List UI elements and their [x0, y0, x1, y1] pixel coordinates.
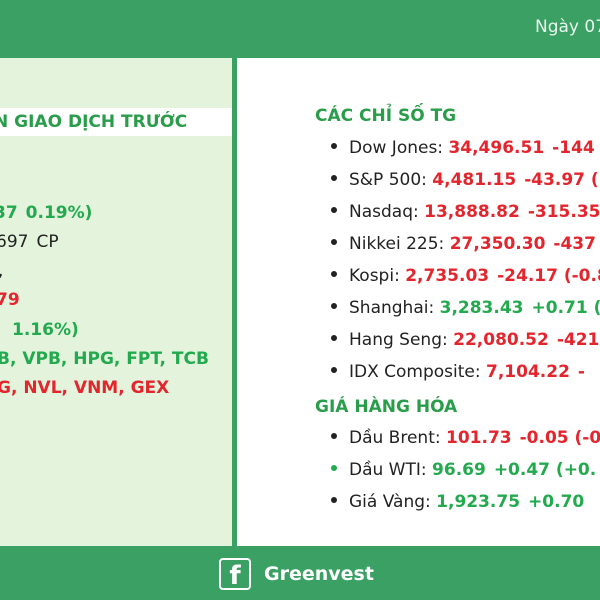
bullet-icon — [331, 465, 337, 471]
indices-item: Hang Seng: 22,080.52 -421 — [331, 330, 599, 350]
index-change-row: 370.19%) — [0, 203, 93, 223]
commodities-name: Dầu WTI: — [349, 460, 427, 480]
indices-change: -315.35 — [527, 202, 600, 222]
indices-value: 2,735.03 — [405, 266, 490, 286]
indices-change: -144 — [552, 138, 595, 158]
bullet-icon — [331, 497, 337, 503]
percent-row: 1.16%) — [12, 320, 79, 340]
world-indices-title: CÁC CHỈ SỐ TG — [315, 106, 457, 126]
date-label: Ngày 07 — [535, 17, 600, 37]
indices-item: Kospi: 2,735.03 -24.17 (-0.8 — [331, 266, 600, 286]
indices-name: IDX Composite: — [349, 362, 481, 382]
indices-value: 4,481.15 — [432, 170, 517, 190]
commodities-name: Giá Vàng: — [349, 492, 431, 512]
indices-name: Hang Seng: — [349, 330, 448, 350]
value-row: , — [0, 261, 3, 281]
bullet-icon — [331, 207, 337, 213]
bullet-icon — [331, 271, 337, 277]
volume-row: 697 CP — [0, 232, 59, 252]
commodities-name: Dầu Brent: — [349, 428, 441, 448]
bullet-icon — [331, 433, 337, 439]
indices-change: -43.97 ( — [524, 170, 599, 190]
commodities-change: +0.70 — [528, 492, 585, 512]
indices-value: 27,350.30 — [449, 234, 546, 254]
indices-name: Shanghai: — [349, 298, 435, 318]
indices-item: Nasdaq: 13,888.82 -315.35 — [331, 202, 600, 222]
commodities-item: Dầu WTI: 96.69 +0.47 (+0. — [331, 460, 596, 480]
commodities-item: Giá Vàng: 1,923.75 +0.70 — [331, 492, 584, 512]
indices-change: +0.71 ( — [531, 298, 600, 318]
bullet-icon — [331, 175, 337, 181]
indices-name: Nasdaq: — [349, 202, 419, 222]
indices-item: Shanghai: 3,283.43 +0.71 ( — [331, 298, 600, 318]
losers-row: G, NVL, VNM, GEX — [0, 378, 170, 398]
indices-value: 7,104.22 — [486, 362, 570, 382]
indices-name: Kospi: — [349, 266, 400, 286]
header-bar: Ngày 07 — [0, 0, 600, 58]
indices-change: -421 — [556, 330, 600, 350]
indices-value: 22,080.52 — [453, 330, 549, 350]
commodities-item: Dầu Brent: 101.73 -0.05 (-0 — [331, 428, 600, 448]
indices-item: Dow Jones: 34,496.51 -144 — [331, 138, 595, 158]
indices-name: S&P 500: — [349, 170, 427, 190]
bullet-icon — [331, 335, 337, 341]
indices-item: Nikkei 225: 27,350.30 -437 — [331, 234, 596, 254]
commodities-value: 101.73 — [446, 428, 512, 448]
footer-bar — [0, 546, 600, 600]
commodities-title: GIÁ HÀNG HÓA — [315, 397, 458, 417]
facebook-icon[interactable]: f — [219, 558, 251, 591]
commodities-change: +0.47 (+0. — [493, 460, 597, 480]
commodities-value: 1,923.75 — [436, 492, 521, 512]
bullet-icon — [331, 143, 337, 149]
bullet-icon — [331, 239, 337, 245]
commodities-value: 96.69 — [432, 460, 486, 480]
bullet-icon — [331, 367, 337, 373]
indices-item: S&P 500: 4,481.15 -43.97 ( — [331, 170, 599, 190]
gainers-row: B, VPB, HPG, FPT, TCB — [0, 349, 209, 369]
indices-name: Nikkei 225: — [349, 234, 445, 254]
indices-item: IDX Composite: 7,104.22- — [331, 362, 585, 382]
commodities-change: -0.05 (-0 — [519, 428, 600, 448]
indices-value: 13,888.82 — [424, 202, 520, 222]
previous-session-title: N GIAO DỊCH TRƯỚC — [0, 108, 232, 136]
indices-value: 3,283.43 — [439, 298, 524, 318]
world-markets-panel: CÁC CHỈ SỐ TG Dow Jones: 34,496.51 -144 S&… — [237, 58, 600, 546]
bullet-icon — [331, 303, 337, 309]
indices-change: -24.17 (-0.8 — [497, 266, 600, 286]
indices-value: 34,496.51 — [448, 138, 545, 158]
indices-change: - — [577, 362, 585, 382]
indices-change: -437 — [553, 234, 596, 254]
foreign-row: 79 — [0, 290, 20, 310]
indices-name: Dow Jones: — [349, 138, 444, 158]
brand-name: Greenvest — [264, 563, 374, 585]
